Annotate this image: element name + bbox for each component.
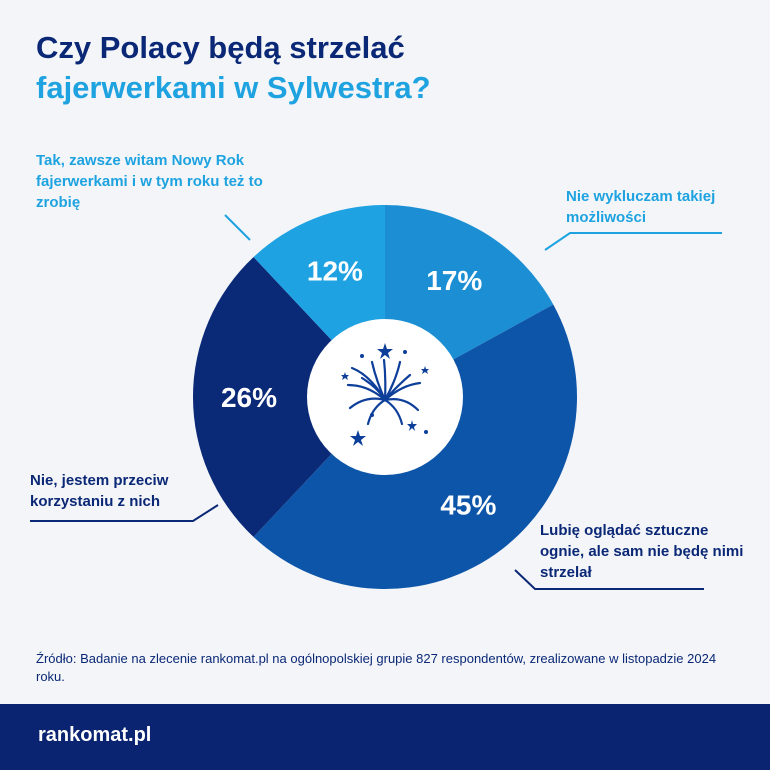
value-label-lubie: 45% (440, 489, 496, 520)
value-label-nie: 26% (221, 382, 277, 413)
value-label-nie-wykluczam: 17% (426, 265, 482, 296)
label-lubie: Lubię oglądać sztuczne ognie, ale sam ni… (540, 522, 744, 581)
leader-line-nie (30, 504, 219, 522)
leader-line-lubie (514, 569, 704, 590)
title-line-1: Czy Polacy będą strzelać (36, 30, 405, 65)
label-tak: Tak, zawsze witam Nowy Rok fajerwerkami … (36, 152, 263, 211)
footer-bar: rankomat.pl (0, 704, 770, 770)
stars-icon (341, 343, 429, 446)
title-line-2: fajerwerkami w Sylwestra? (36, 70, 431, 105)
slice-nie (193, 257, 385, 537)
page-title: Czy Polacy będą strzelać fajerwerkami w … (36, 28, 431, 108)
fireworks-icon (346, 358, 422, 426)
label-nie-wykluczam: Nie wykluczam takiej możliwości (566, 188, 716, 226)
leader-line-nie-wykluczam (544, 232, 722, 251)
label-nie: Nie, jestem przeciw korzystaniu z nich (30, 472, 169, 510)
value-label-tak: 12% (307, 256, 363, 287)
leader-line-tak (224, 214, 251, 241)
source-note: Źródło: Badanie na zlecenie rankomat.pl … (36, 651, 717, 684)
rankomat-logo[interactable]: rankomat.pl (38, 724, 152, 746)
